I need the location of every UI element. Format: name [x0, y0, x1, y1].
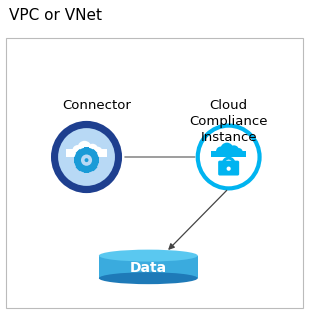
- Circle shape: [198, 126, 260, 188]
- Bar: [84, 147, 89, 151]
- Ellipse shape: [99, 250, 198, 262]
- FancyBboxPatch shape: [211, 151, 246, 158]
- Circle shape: [235, 148, 243, 157]
- Ellipse shape: [99, 272, 198, 284]
- Circle shape: [226, 166, 231, 171]
- Bar: [84, 169, 89, 173]
- FancyBboxPatch shape: [99, 256, 198, 278]
- Circle shape: [220, 143, 233, 156]
- FancyBboxPatch shape: [66, 149, 107, 157]
- FancyBboxPatch shape: [6, 38, 303, 308]
- Bar: [76, 149, 82, 156]
- Circle shape: [72, 145, 83, 156]
- Circle shape: [51, 121, 122, 193]
- Text: Data: Data: [130, 261, 167, 275]
- Circle shape: [93, 147, 102, 156]
- Text: VPC or VNet: VPC or VNet: [9, 8, 102, 23]
- Circle shape: [58, 128, 115, 186]
- Circle shape: [78, 141, 91, 155]
- Bar: [95, 157, 99, 163]
- Circle shape: [229, 145, 239, 156]
- Bar: [91, 149, 97, 156]
- Text: Cloud
Compliance
Instance: Cloud Compliance Instance: [189, 99, 268, 144]
- Circle shape: [85, 158, 88, 162]
- FancyBboxPatch shape: [218, 161, 239, 176]
- Text: Connector: Connector: [62, 99, 131, 112]
- Bar: [76, 165, 82, 171]
- Circle shape: [87, 144, 98, 155]
- Circle shape: [74, 148, 99, 173]
- Circle shape: [81, 154, 92, 166]
- Circle shape: [216, 147, 226, 156]
- Bar: [91, 165, 97, 171]
- Bar: [74, 157, 78, 163]
